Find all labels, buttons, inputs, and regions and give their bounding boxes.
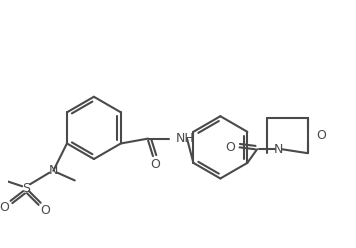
Text: O: O <box>316 129 326 142</box>
Text: NH: NH <box>176 132 194 145</box>
Text: S: S <box>22 182 30 195</box>
Text: O: O <box>0 201 10 214</box>
Text: O: O <box>150 158 160 171</box>
Text: O: O <box>225 141 235 154</box>
Text: N: N <box>49 164 58 177</box>
Text: N: N <box>274 143 283 156</box>
Text: O: O <box>41 204 51 217</box>
